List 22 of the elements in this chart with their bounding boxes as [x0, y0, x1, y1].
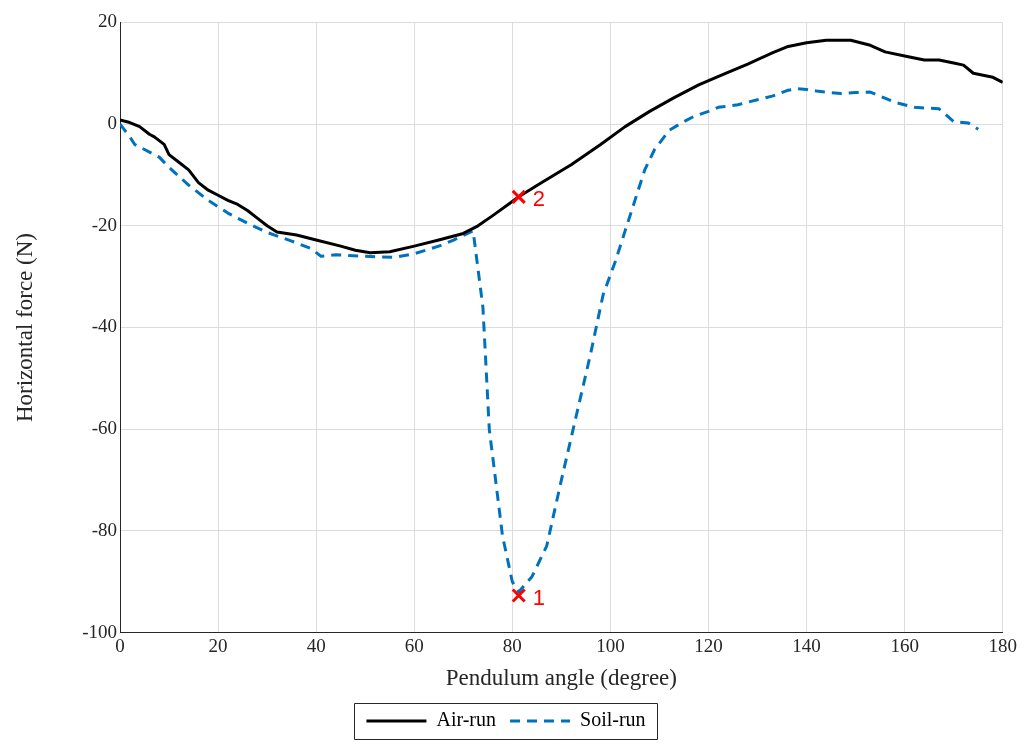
legend-label: Soil-run: [580, 708, 646, 731]
x-tick-label: 180: [988, 634, 1017, 656]
y-tick-label: -80: [91, 518, 117, 540]
y-tick-label: 0: [107, 112, 117, 134]
x-tick-label: 80: [502, 634, 522, 656]
y-tick-label: -40: [91, 315, 117, 337]
y-tick-label: -60: [91, 417, 117, 439]
x-tick-label: 20: [208, 634, 228, 656]
annotation: 1: [532, 584, 545, 610]
legend-label: Air-run: [436, 708, 497, 731]
y-tick-label: -20: [91, 213, 117, 235]
y-tick-label: 20: [98, 10, 117, 32]
x-tick-label: 40: [306, 634, 326, 656]
x-tick-label: 120: [694, 634, 723, 656]
x-tick-label: 160: [890, 634, 919, 656]
y-tick-label: -100: [82, 620, 117, 642]
x-tick-label: 100: [596, 634, 625, 656]
x-axis-title: Pendulum angle (degree): [445, 665, 677, 691]
y-axis-title: Horizontal force (N): [11, 232, 37, 423]
x-tick-label: 60: [404, 634, 424, 656]
x-tick-label: 140: [792, 634, 821, 656]
annotation: 2: [532, 185, 545, 211]
